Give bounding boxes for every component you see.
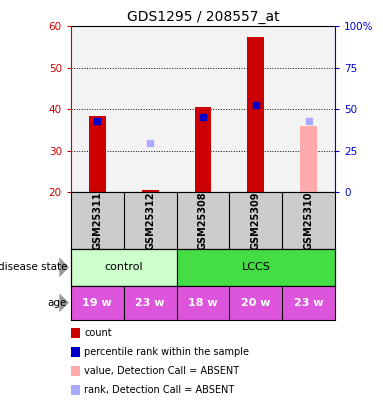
Text: GSM25309: GSM25309 <box>251 192 261 250</box>
Text: 20 w: 20 w <box>241 298 271 308</box>
Text: GSM25312: GSM25312 <box>145 192 155 250</box>
Text: age: age <box>47 298 67 308</box>
Text: 23 w: 23 w <box>135 298 165 308</box>
Text: 19 w: 19 w <box>82 298 112 308</box>
Bar <box>124 26 177 192</box>
Bar <box>282 26 335 192</box>
Bar <box>177 26 229 192</box>
Text: GSM25311: GSM25311 <box>92 192 102 250</box>
Text: LCCS: LCCS <box>241 262 270 272</box>
Text: GSM25310: GSM25310 <box>304 192 314 250</box>
Bar <box>195 107 211 192</box>
Bar <box>71 249 177 286</box>
Bar <box>177 249 335 286</box>
Bar <box>142 190 159 192</box>
Text: 23 w: 23 w <box>294 298 324 308</box>
Bar <box>71 26 124 192</box>
Text: value, Detection Call = ABSENT: value, Detection Call = ABSENT <box>84 366 239 376</box>
Text: rank, Detection Call = ABSENT: rank, Detection Call = ABSENT <box>84 385 234 395</box>
Bar <box>229 26 282 192</box>
Bar <box>89 115 106 192</box>
Title: GDS1295 / 208557_at: GDS1295 / 208557_at <box>127 10 279 24</box>
Bar <box>300 126 317 192</box>
Text: control: control <box>105 262 143 272</box>
Text: 18 w: 18 w <box>188 298 218 308</box>
Bar <box>247 37 264 192</box>
Text: percentile rank within the sample: percentile rank within the sample <box>84 347 249 357</box>
Text: disease state: disease state <box>0 262 67 272</box>
Text: GSM25308: GSM25308 <box>198 192 208 250</box>
Text: count: count <box>84 328 112 338</box>
